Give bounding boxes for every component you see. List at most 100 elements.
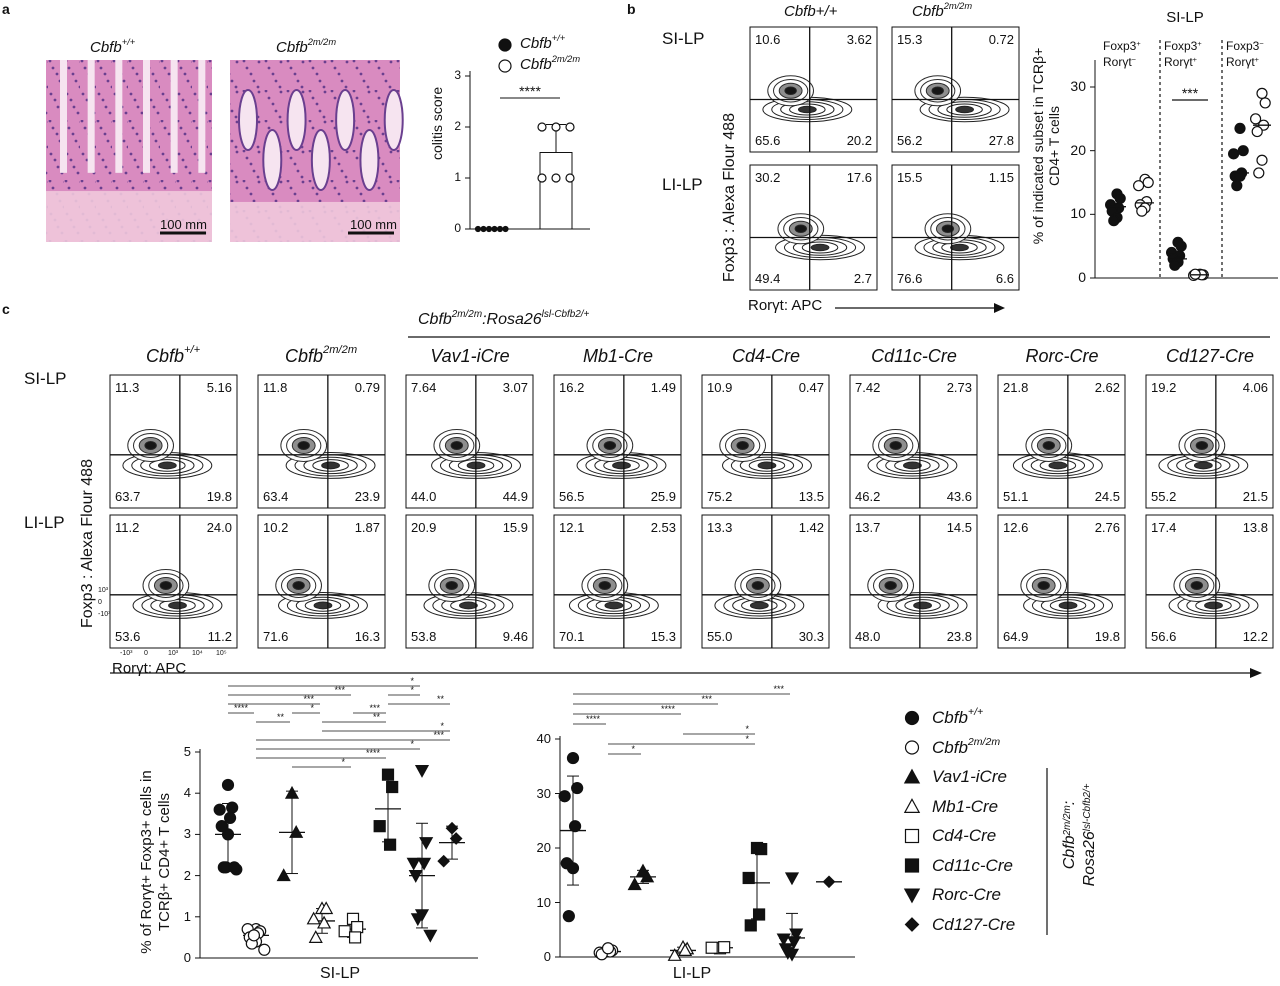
h-s1: + — [1136, 39, 1141, 48]
crypt — [383, 89, 404, 151]
crypt-lumen — [170, 60, 178, 173]
legend-marker-5 — [904, 858, 920, 873]
data-point-mut — [1259, 97, 1271, 109]
quadrant-ur: 24.0 — [206, 520, 232, 535]
quadrant-lr: 11.2 — [207, 629, 232, 644]
flow-plot-c-si-6 — [997, 374, 1126, 509]
quadrant-ur: 1.87 — [354, 520, 380, 535]
data-point-Cbfb2m/2m — [601, 942, 615, 955]
significance-label: * — [745, 734, 749, 744]
panel-label-b: b — [627, 1, 636, 17]
quadrant-ll: 63.4 — [263, 489, 289, 504]
contour — [884, 581, 897, 590]
quadrant-ul: 21.8 — [1003, 380, 1029, 395]
significance-label: *** — [369, 703, 380, 713]
h-l1: Foxp3 — [1226, 39, 1260, 53]
crypt-lumen — [87, 60, 95, 173]
x-tick-label: 0 — [144, 650, 148, 657]
col-title-0: Vav1-iCre — [430, 346, 510, 366]
legend-bracket-label: Cbfb2m/2m: Rosa26lsl-Cbfb2/+ — [1060, 765, 1100, 905]
quadrant-lr: 44.9 — [502, 489, 528, 504]
y-tick-label: 0 — [183, 950, 191, 965]
legend-item-4: Cd4-Cre — [932, 827, 996, 844]
quadrant-lr: 6.6 — [995, 271, 1014, 286]
y-axis-label-b-chart: % of indicated subset in TCRβ+ CD4+ T ce… — [1030, 34, 1062, 258]
quadrant-ll: 56.6 — [1151, 629, 1177, 644]
quadrant-ll: 56.2 — [897, 133, 923, 148]
data-point-Cd11c-Cre — [373, 820, 386, 833]
quadrant-ur: 13.8 — [1242, 520, 1268, 535]
y-tick-label: 30 — [536, 785, 551, 801]
data-point-wt — [502, 225, 509, 233]
data-point-mut — [1142, 176, 1154, 189]
y-tick-label: 3 — [454, 68, 461, 82]
flow-plot-b-2 — [749, 164, 878, 291]
y-tick-label: 0 — [454, 221, 461, 235]
contour — [931, 86, 944, 95]
crypt — [286, 89, 307, 151]
data-point-Cd11c-Cre — [755, 842, 768, 856]
data-point-mut — [1132, 180, 1145, 192]
contour — [313, 601, 333, 610]
quadrant-ll: 63.7 — [115, 489, 141, 504]
flow-plot-c-li-1 — [257, 514, 386, 649]
data-point-wt — [1231, 180, 1243, 192]
data-point-Vav1-iCre — [276, 868, 291, 882]
significance-label: **** — [365, 748, 380, 758]
contour — [1042, 441, 1056, 450]
y-axis-label-b: Foxp3 : Alexa Flour 488 — [721, 113, 738, 282]
data-point-Cbfb+/+ — [223, 811, 237, 825]
quadrant-ur: 2.53 — [650, 520, 676, 535]
y-tick-label: 1 — [183, 908, 191, 924]
quadrant-ll: 49.4 — [755, 271, 781, 286]
data-point-Cd4-Cre — [351, 920, 364, 934]
data-point-Cd11c-Cre — [742, 871, 755, 885]
flow-plot-b-1 — [891, 26, 1020, 153]
panel-label-a: a — [2, 1, 10, 17]
quadrant-ul: 13.3 — [707, 520, 733, 535]
contour — [751, 581, 765, 590]
flow-plot-c-li-7 — [1145, 514, 1274, 649]
data-point-wt — [1237, 145, 1249, 157]
y-tick-label: 10³ — [98, 587, 109, 594]
quadrant-ur: 0.79 — [354, 380, 380, 395]
quadrant-ur: 17.6 — [846, 170, 872, 185]
data-point-wt — [480, 225, 487, 233]
h-l2: Rorγt — [1103, 55, 1132, 69]
y-tick-label: 5 — [183, 744, 191, 759]
col-title-3: Cd11c-Cre — [871, 346, 957, 366]
data-point-Cbfb+/+ — [566, 751, 580, 765]
flow-plot-c-si-3 — [553, 374, 682, 509]
h: 2m/2m — [451, 309, 483, 320]
significance-label: * — [440, 721, 444, 731]
data-point-Rorc-Cre — [784, 872, 800, 886]
crypt-lumen — [115, 60, 123, 173]
data-point-mut — [565, 173, 575, 183]
legend-sup: +/+ — [967, 706, 984, 718]
data-point-Rorc-Cre — [419, 837, 434, 850]
significance-label: **** — [233, 703, 248, 713]
data-point-Cd11c-Cre — [744, 919, 757, 932]
data-point-Rorc-Cre — [410, 913, 425, 927]
y-axis-label-c: Foxp3 : Alexa Flour 488 — [79, 459, 96, 628]
b: lsl-Cbfb2/+ — [1082, 783, 1093, 832]
quadrant-ll: 44.0 — [411, 489, 437, 504]
legend-item-5: Cd11c-Cre — [932, 857, 1013, 874]
y-tick-label: 10 — [1070, 205, 1086, 222]
contour — [1037, 581, 1050, 590]
contour — [736, 441, 749, 450]
x-tick-label: 10⁴ — [192, 650, 203, 657]
contour — [913, 601, 932, 610]
quadrant-ur: 2.73 — [946, 380, 972, 395]
data-point-wt — [1169, 259, 1181, 271]
legend-label: Cd127-Cre — [932, 914, 1016, 934]
y-tick-label: 2 — [454, 119, 461, 133]
data-point-mut — [1256, 87, 1268, 99]
y-label-text: % of Rorγt+ Foxp3+ cells in TCRβ+ CD4+ T… — [138, 770, 173, 954]
legend-label: Cbfb — [932, 737, 968, 757]
x-tick-label: -10³ — [120, 650, 133, 657]
y-tick-label: -10³ — [98, 611, 111, 618]
row-label-si: SI-LP — [662, 29, 705, 48]
panel-label-c: c — [2, 301, 10, 317]
significance-label: **** — [660, 704, 675, 714]
